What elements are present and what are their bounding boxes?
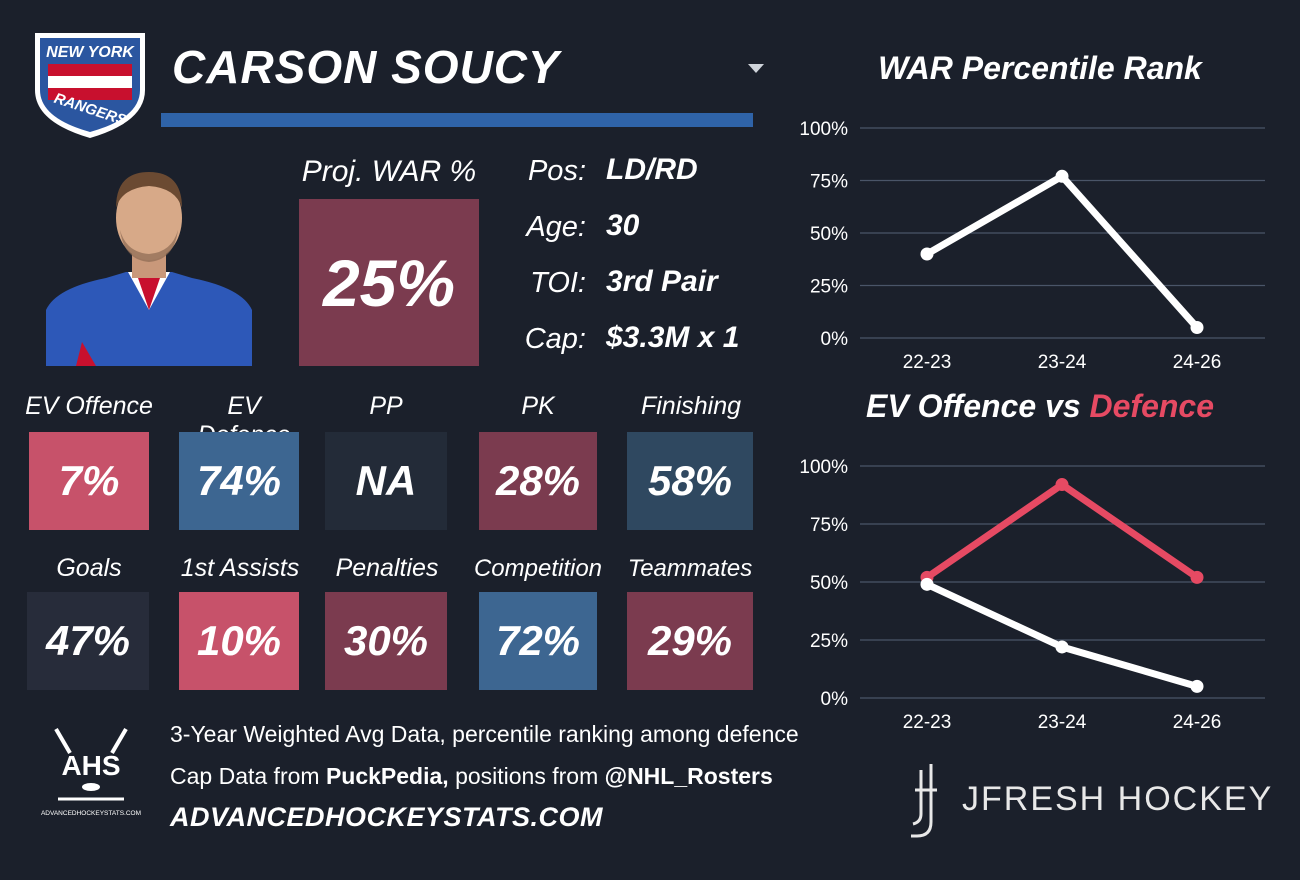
puckpedia-link[interactable]: PuckPedia, (325, 763, 449, 789)
name-underline (161, 113, 753, 127)
player-name: CARSON SOUCY (172, 41, 560, 93)
stat-label-pp: PP (369, 392, 403, 420)
chart1-ytick-label: 0% (821, 329, 849, 350)
footer-sources-prefix: Cap Data from (170, 763, 326, 789)
ahs-logo-text: AHS (61, 750, 120, 781)
chart2-ytick-label: 0% (821, 689, 849, 710)
age-label: Age: (526, 211, 586, 243)
chart1-series-0-line (925, 172, 1200, 330)
age-value: 30 (606, 209, 640, 242)
chart1-series-0-point (1055, 169, 1069, 183)
jfresh-hockey-wordmark: JFRESH HOCKEY (962, 780, 1274, 818)
stat-label-penalties: Penalties (335, 554, 439, 582)
stat-tile-penalties: 30% (325, 592, 447, 690)
pos-label: Pos: (527, 155, 586, 187)
ahs-logo-subtext: ADVANCEDHOCKEYSTATS.COM (41, 810, 141, 817)
player-select-dropdown-icon[interactable] (748, 64, 764, 73)
chart1-ytick-label: 75% (810, 172, 848, 193)
chart2-ytick-label: 25% (810, 631, 848, 652)
stat-tile-competition: 72% (479, 592, 597, 690)
chart1-xtick-label: 22-23 (903, 352, 952, 373)
chart2-title: EV Offence vs Defence (840, 388, 1240, 425)
stat-label-competition: Competition (473, 555, 603, 582)
toi-value: 3rd Pair (606, 265, 718, 298)
stat-tile-ev-defence: 74% (179, 432, 299, 530)
nhl-rosters-link[interactable]: @NHL_Rosters (604, 763, 773, 789)
footer-sources: Cap Data from PuckPedia, positions from … (170, 763, 773, 790)
cap-value: $3.3M x 1 (606, 321, 740, 354)
chart1-series-0-point (1190, 321, 1204, 334)
chart2-series-0-line (925, 481, 1199, 581)
site-url-link[interactable]: ADVANCEDHOCKEYSTATS.COM (170, 802, 604, 832)
stat-tile-1st-assists: 10% (179, 592, 299, 690)
stat-tile-teammates: 29% (627, 592, 753, 690)
stat-tile-pk: 28% (479, 432, 597, 530)
stat-label-finishing: Finishing (640, 392, 742, 420)
stat-tile-pp: NA (325, 432, 447, 530)
stat-tile-finishing: 58% (627, 432, 753, 530)
stat-label-ev-offence: EV Offence (25, 392, 153, 420)
footer-data-note: 3-Year Weighted Avg Data, percentile ran… (170, 721, 799, 747)
chart2-title-part1: EV Offence vs (865, 388, 1090, 424)
chart1-ytick-label: 25% (810, 277, 848, 298)
pos-value: LD/RD (606, 153, 698, 186)
stat-label-goals: Goals (56, 554, 122, 582)
stat-label-1st-assists: 1st Assists (180, 554, 300, 582)
chart1-series-0-point (920, 247, 934, 261)
chart2-xtick-label: 23-24 (1038, 712, 1087, 733)
stat-label-pk: PK (521, 392, 555, 420)
chart2-series-1-point (1190, 679, 1204, 693)
proj-war-label: Proj. WAR % (301, 155, 477, 188)
stat-tile-goals: 47% (27, 592, 149, 690)
stat-tile-ev-offence: 7% (29, 432, 149, 530)
chart1-title: WAR Percentile Rank (878, 50, 1202, 86)
team-logo-text-top: NEW YORK (46, 44, 135, 61)
war-percentile-chart: 0% 25% 50% 75% 100% 22-23 23-24 24-26 (799, 119, 1265, 373)
chart2-series-0-point (1055, 478, 1069, 492)
chart1-ytick-label: 50% (810, 224, 848, 245)
chart2-title-part2: Defence (1089, 388, 1215, 424)
chart2-xtick-label: 22-23 (903, 712, 952, 733)
team-logo: NEW YORK RANGERS (35, 33, 145, 138)
cap-label: Cap: (524, 323, 586, 355)
chart2-ytick-label: 50% (810, 573, 848, 594)
toi-label: TOI: (530, 267, 586, 299)
stat-label-teammates: Teammates (627, 555, 753, 582)
chart2-xtick-label: 24-26 (1173, 712, 1222, 733)
chart2-series-0-point (1190, 570, 1204, 584)
chart2-ytick-label: 100% (799, 457, 848, 478)
chart2-series-1-point (920, 577, 934, 591)
chart2-series-1-line (925, 581, 1198, 690)
chart1-xtick-label: 24-26 (1173, 352, 1222, 373)
footer-sources-mid: positions from (448, 763, 605, 789)
chart2-ytick-label: 75% (810, 515, 848, 536)
jfresh-logo-icon (911, 764, 937, 838)
ahs-logo: AHS ADVANCEDHOCKEYSTATS.COM (41, 727, 141, 817)
chart2-series-1-point (1055, 640, 1069, 654)
player-headshot (46, 172, 252, 366)
proj-war-value: 25% (299, 199, 479, 366)
chart1-xtick-label: 23-24 (1038, 352, 1087, 373)
chart1-ytick-label: 100% (799, 119, 848, 140)
ev-offence-defence-chart: 0% 25% 50% 75% 100% 22-23 23-24 24-26 (799, 457, 1265, 733)
